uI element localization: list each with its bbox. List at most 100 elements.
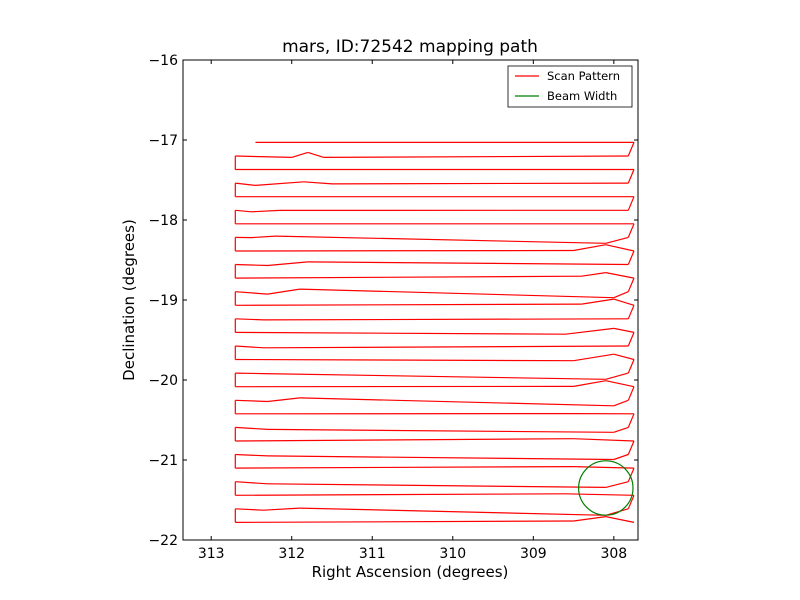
scan-pattern-segment — [573, 438, 635, 442]
scan-pattern-segment — [605, 481, 629, 488]
scan-pattern-segment — [267, 261, 308, 267]
y-tick-label: −21 — [148, 453, 178, 469]
x-tick-label: 308 — [600, 546, 627, 562]
scan-pattern-segment — [235, 520, 574, 524]
scan-pattern-segment — [267, 397, 300, 403]
scan-pattern-segment — [627, 386, 635, 401]
chart-title: mars, ID:72542 mapping path — [282, 37, 538, 57]
scan-pattern-segment — [263, 507, 300, 511]
scan-pattern-segment — [235, 453, 268, 457]
scan-pattern-segment — [267, 288, 300, 295]
y-tick-label: −19 — [148, 293, 178, 309]
scan-pattern-segment — [235, 466, 574, 469]
legend: Scan Pattern Beam Width — [507, 65, 633, 108]
scan-pattern-segment — [235, 345, 264, 349]
scan-pattern-segment — [307, 151, 325, 158]
scan-pattern-segment — [613, 353, 635, 361]
scan-pattern-segment — [291, 151, 308, 158]
y-axis: −16 −17 −18 −19 −20 −21 −22 — [148, 53, 638, 549]
legend-box — [507, 65, 633, 108]
scan-pattern-segment — [235, 263, 268, 267]
scan-pattern-segment — [251, 235, 276, 239]
scan-pattern-segment — [235, 318, 264, 321]
scan-pattern-segment — [627, 413, 635, 428]
scan-pattern-segment — [605, 508, 629, 516]
scan-pattern-segment — [613, 291, 629, 299]
x-axis: 313 312 311 310 309 308 — [198, 60, 627, 562]
y-tick-label: −17 — [148, 133, 178, 149]
scan-pattern-segment — [331, 182, 629, 185]
scan-pattern-segment — [627, 142, 635, 157]
scan-pattern-segment — [605, 372, 629, 380]
scan-pattern-segment — [235, 493, 566, 496]
scan-pattern-segment — [263, 318, 629, 321]
scan-pattern-segment — [627, 223, 635, 238]
scan-pattern-segment — [235, 182, 256, 186]
scan-pattern-segment — [581, 272, 606, 277]
scan-pattern-segment — [627, 440, 635, 455]
scan-pattern-segment — [267, 483, 606, 488]
scan-pattern-segment — [235, 331, 566, 335]
scan-pattern-segment — [627, 250, 635, 265]
scan-pattern-segment — [235, 155, 292, 158]
x-tick-label: 311 — [359, 546, 386, 562]
y-tick-label: −16 — [148, 53, 178, 69]
scan-pattern-segment — [605, 236, 629, 244]
x-axis-label: Right Ascension (degrees) — [312, 563, 509, 581]
scan-pattern-segment — [613, 453, 629, 461]
scan-pattern-segment — [565, 493, 635, 496]
scan-pattern-segment — [299, 288, 614, 299]
scan-pattern-segment — [235, 291, 268, 295]
scan-pattern-segment — [267, 455, 614, 461]
scan-pattern-segment — [573, 380, 606, 387]
scan-pattern-segment — [605, 516, 635, 523]
scan-pattern-segment — [573, 353, 614, 362]
scan-pattern-segment — [263, 345, 629, 349]
scan-pattern-segment — [627, 359, 635, 374]
scan-pattern-segment — [573, 516, 606, 522]
scan-pattern-segment — [627, 196, 635, 211]
y-tick-label: −18 — [148, 213, 178, 229]
scan-pattern-segment — [235, 249, 574, 252]
scan-pattern-segment — [263, 373, 606, 380]
scan-pattern-segment — [613, 399, 629, 407]
legend-label-beam-width: Beam Width — [547, 89, 617, 103]
scan-pattern-segment — [235, 358, 574, 362]
scan-pattern-segment — [627, 169, 635, 184]
y-tick-label: −22 — [148, 533, 178, 549]
scan-pattern-segment — [235, 438, 574, 442]
scan-pattern-segment — [573, 244, 606, 252]
scan-pattern-segment — [613, 298, 635, 306]
scan-pattern-segment — [323, 155, 629, 158]
scan-pattern-segment — [235, 303, 582, 306]
scan-pattern-segment — [303, 181, 333, 185]
scan-pattern-segment — [251, 209, 280, 213]
scan-pattern-segment — [605, 244, 635, 252]
scan-pattern-segment — [235, 209, 252, 213]
x-tick-label: 313 — [198, 546, 225, 562]
scan-pattern-segment — [299, 507, 606, 516]
scan-pattern-segment — [299, 397, 614, 407]
scan-pattern-segment — [581, 298, 614, 305]
y-axis-label: Declination (degrees) — [120, 219, 138, 381]
scan-pattern-segment — [235, 426, 268, 430]
y-tick-label: −20 — [148, 373, 178, 389]
x-tick-label: 309 — [520, 546, 547, 562]
scan-pattern-segment — [613, 426, 629, 433]
scan-pattern-segment — [235, 275, 582, 279]
scan-pattern-segment — [613, 327, 635, 333]
scan-pattern-segment — [605, 272, 635, 279]
scan-pattern-segment — [565, 327, 614, 335]
scan-pattern-segment — [307, 261, 629, 266]
scan-pattern-segment — [235, 481, 268, 485]
x-tick-label: 310 — [439, 546, 466, 562]
scan-pattern-segment — [627, 332, 635, 347]
legend-label-scan-pattern: Scan Pattern — [547, 69, 620, 83]
scan-pattern-segment — [627, 467, 635, 482]
scan-pattern-segment — [267, 428, 614, 433]
scan-pattern-segment — [255, 181, 304, 186]
beam-width-series — [577, 460, 634, 516]
scan-pattern-segment — [627, 305, 635, 320]
